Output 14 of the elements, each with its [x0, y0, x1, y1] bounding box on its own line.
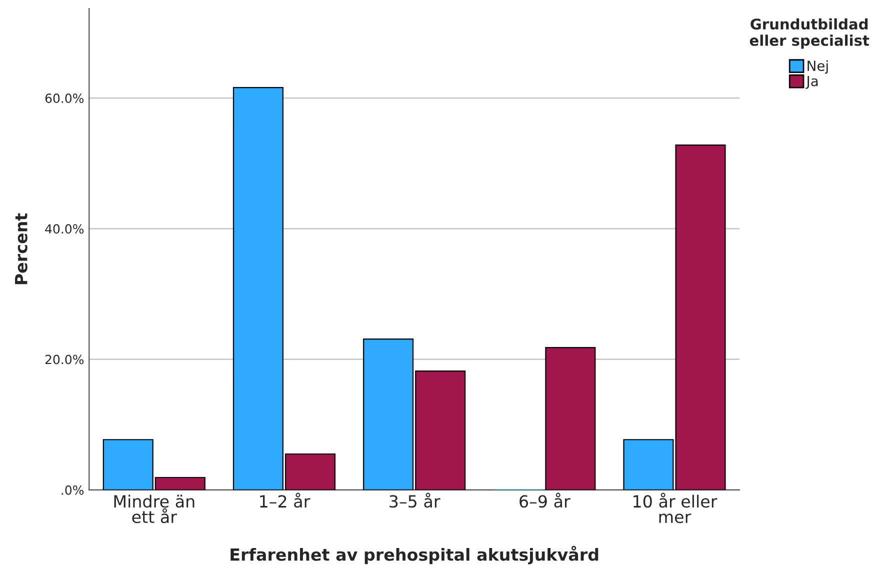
y-tick-label: 20.0% — [45, 354, 84, 364]
x-tick-label: Mindre än ett år — [114, 494, 194, 524]
legend-title: Grundutbildad eller specialist — [750, 18, 870, 49]
x-tick-label: 3–5 år — [390, 492, 440, 508]
y-tick-label: 60.0% — [45, 94, 84, 103]
x-axis-title: Erfarenhet av prehospital akutsjukvård — [230, 546, 598, 564]
y-tick-label: 40.0% — [45, 224, 84, 234]
legend-label: Nej — [808, 60, 828, 74]
x-tick-label: 10 år eller mer — [634, 492, 718, 524]
legend-label: Ja — [806, 76, 818, 89]
x-tick-label: 1–2 år — [260, 492, 310, 508]
x-tick-label: 6–9 år — [520, 492, 570, 508]
y-tick-label: .0% — [62, 485, 84, 495]
y-axis-title: Percent — [15, 213, 28, 284]
